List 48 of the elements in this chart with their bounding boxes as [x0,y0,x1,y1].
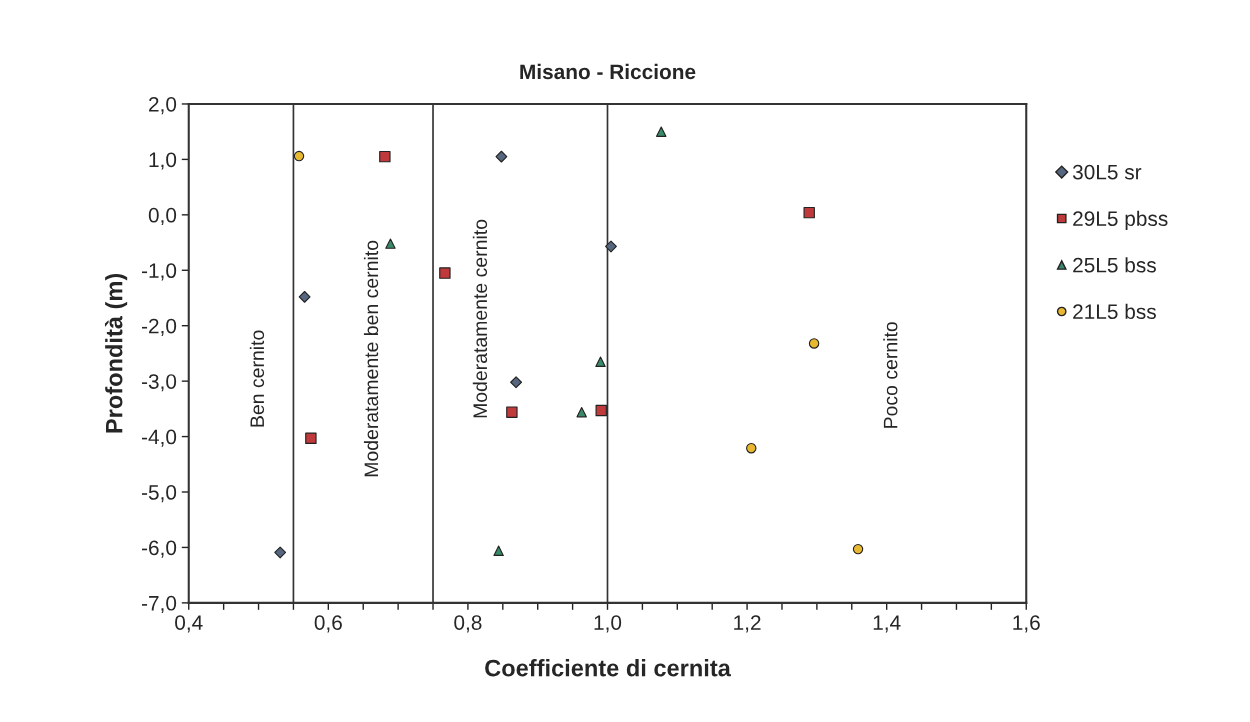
x-tick-label: 0,6 [314,615,342,633]
annotation: Poco cernito [883,322,898,428]
point [576,406,587,418]
point [852,543,864,555]
point [656,126,667,137]
y-tick-label: -7,0 [141,595,177,614]
legend-label: 29L5 pbss [1073,210,1168,231]
y-axis-title: Profondità (m) [104,273,128,433]
point [493,545,504,556]
point [510,376,523,389]
point [746,442,757,454]
y-tick-label: 0,0 [148,207,177,226]
y-tick-label: 1,0 [149,152,177,170]
point [605,240,617,253]
point [506,406,518,418]
point [808,338,820,349]
point [495,150,508,163]
x-tick-label: 1,6 [1013,615,1040,633]
chart-title: Misano - Riccione [520,63,696,80]
y-tick-label: -3,0 [141,374,177,392]
point [803,206,815,219]
y-tick-label: 2,0 [149,96,177,115]
x-tick-label: 0,4 [175,615,203,633]
point [298,290,311,303]
point [595,404,607,417]
x-tick-label: 1,0 [594,615,622,633]
point [595,356,606,367]
point [305,432,317,444]
annotation: Ben cernito [249,330,265,427]
legend-label: 21L5 bss [1073,303,1156,320]
y-tick-label: -5,0 [141,485,177,503]
legend-label: 30L5 sr [1072,164,1142,180]
point [385,238,396,249]
point [293,150,305,162]
x-axis-title: Coefficiente di cernita [485,659,731,677]
legend-label: 25L5 bss [1073,257,1156,273]
annotation: Moderatamente cernito [472,219,488,418]
annotation: Moderatamente ben cernito [363,240,379,477]
x-tick-label: 1,2 [734,615,761,633]
point [439,267,451,279]
y-tick-label: -2,0 [141,318,177,336]
y-tick-label: -6,0 [141,540,177,558]
y-tick-label: -4,0 [141,429,177,447]
point [274,546,287,559]
y-tick-label: -1,0 [141,263,177,281]
x-tick-label: 0,8 [454,615,482,633]
x-tick-label: 1,4 [873,615,901,633]
point [379,150,391,163]
